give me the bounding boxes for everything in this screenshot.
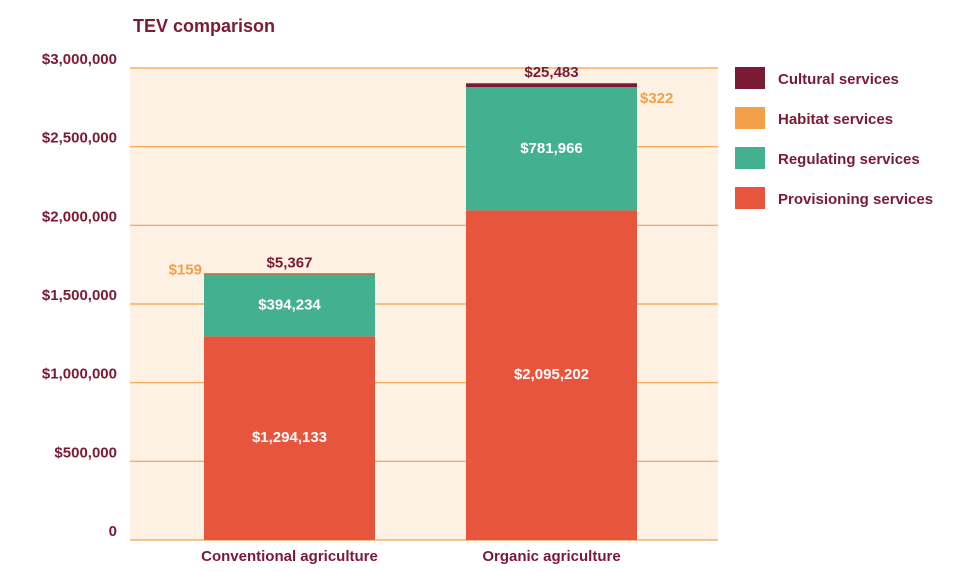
legend-label: Habitat services: [778, 111, 893, 128]
legend-swatch: [735, 107, 765, 129]
y-tick-label: $2,000,000: [42, 208, 117, 225]
bar-segment: [466, 83, 637, 87]
y-tick-label: $500,000: [54, 444, 117, 461]
legend-swatch: [735, 187, 765, 209]
bar-segment: [204, 274, 375, 275]
value-label: $25,483: [524, 64, 578, 81]
value-label: $5,367: [267, 254, 313, 271]
chart: TEV comparison 0 $500,000 $1,000,000 $1,500…: [0, 0, 968, 567]
y-tick-label: $3,000,000: [42, 51, 117, 68]
y-tick-label: $1,000,000: [42, 366, 117, 383]
y-tick-label: 0: [109, 523, 117, 540]
x-tick-label: Conventional agriculture: [201, 548, 378, 565]
chart-title: TEV comparison: [133, 16, 275, 36]
value-label: $394,234: [258, 296, 321, 313]
legend-label: Cultural services: [778, 71, 899, 88]
legend-label: Regulating services: [778, 151, 920, 168]
legend-label: Provisioning services: [778, 191, 933, 208]
legend-swatch: [735, 67, 765, 89]
bar-segment: [466, 87, 637, 88]
value-label: $322: [640, 90, 673, 107]
value-label: $1,294,133: [252, 429, 327, 446]
value-label: $781,966: [520, 140, 583, 157]
x-tick-label: Organic agriculture: [482, 548, 620, 565]
legend-swatch: [735, 147, 765, 169]
value-label: $2,095,202: [514, 366, 589, 383]
value-label: $159: [169, 261, 202, 278]
bar-segment: [204, 273, 375, 274]
y-tick-label: $2,500,000: [42, 130, 117, 147]
y-tick-label: $1,500,000: [42, 287, 117, 304]
